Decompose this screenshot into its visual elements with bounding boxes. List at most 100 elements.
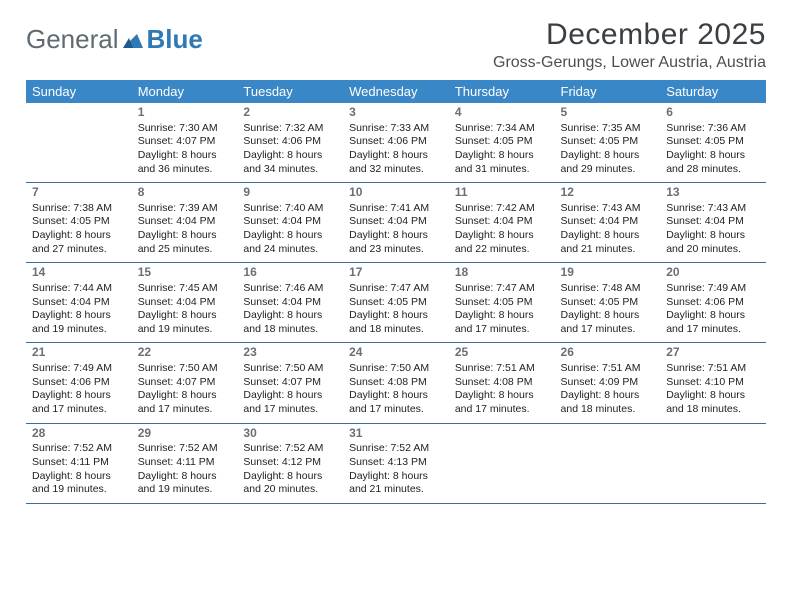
day-number: 23 xyxy=(243,345,337,361)
weekday-header-row: SundayMondayTuesdayWednesdayThursdayFrid… xyxy=(26,80,766,103)
day-cell: 26Sunrise: 7:51 AMSunset: 4:09 PMDayligh… xyxy=(555,343,661,423)
sunset-text: Sunset: 4:11 PM xyxy=(32,456,126,470)
day-number: 18 xyxy=(455,265,549,281)
sunrise-text: Sunrise: 7:33 AM xyxy=(349,122,443,136)
day-number: 25 xyxy=(455,345,549,361)
sunset-text: Sunset: 4:12 PM xyxy=(243,456,337,470)
header: General Blue December 2025 Gross-Gerungs… xyxy=(26,18,766,72)
sunset-text: Sunset: 4:08 PM xyxy=(455,376,549,390)
daylight-text: Daylight: 8 hours and 17 minutes. xyxy=(32,389,126,416)
sunset-text: Sunset: 4:06 PM xyxy=(666,296,760,310)
sunrise-text: Sunrise: 7:43 AM xyxy=(666,202,760,216)
day-cell: 16Sunrise: 7:46 AMSunset: 4:04 PMDayligh… xyxy=(237,263,343,343)
sunrise-text: Sunrise: 7:43 AM xyxy=(561,202,655,216)
day-cell: 4Sunrise: 7:34 AMSunset: 4:05 PMDaylight… xyxy=(449,103,555,183)
day-number: 19 xyxy=(561,265,655,281)
sunrise-text: Sunrise: 7:52 AM xyxy=(138,442,232,456)
daylight-text: Daylight: 8 hours and 19 minutes. xyxy=(32,470,126,497)
sunrise-text: Sunrise: 7:50 AM xyxy=(349,362,443,376)
daylight-text: Daylight: 8 hours and 18 minutes. xyxy=(666,389,760,416)
day-cell: 11Sunrise: 7:42 AMSunset: 4:04 PMDayligh… xyxy=(449,183,555,263)
day-cell: 18Sunrise: 7:47 AMSunset: 4:05 PMDayligh… xyxy=(449,263,555,343)
calendar-page: General Blue December 2025 Gross-Gerungs… xyxy=(0,0,792,522)
sunrise-text: Sunrise: 7:49 AM xyxy=(666,282,760,296)
day-cell: 13Sunrise: 7:43 AMSunset: 4:04 PMDayligh… xyxy=(660,183,766,263)
sunrise-text: Sunrise: 7:32 AM xyxy=(243,122,337,136)
day-number: 13 xyxy=(666,185,760,201)
day-cell: 30Sunrise: 7:52 AMSunset: 4:12 PMDayligh… xyxy=(237,423,343,503)
daylight-text: Daylight: 8 hours and 29 minutes. xyxy=(561,149,655,176)
day-number: 4 xyxy=(455,105,549,121)
daylight-text: Daylight: 8 hours and 24 minutes. xyxy=(243,229,337,256)
sunrise-text: Sunrise: 7:51 AM xyxy=(561,362,655,376)
day-number: 5 xyxy=(561,105,655,121)
day-cell: 10Sunrise: 7:41 AMSunset: 4:04 PMDayligh… xyxy=(343,183,449,263)
day-number: 20 xyxy=(666,265,760,281)
day-number: 30 xyxy=(243,426,337,442)
sunrise-text: Sunrise: 7:46 AM xyxy=(243,282,337,296)
daylight-text: Daylight: 8 hours and 25 minutes. xyxy=(138,229,232,256)
day-number: 9 xyxy=(243,185,337,201)
empty-day-cell xyxy=(26,103,132,183)
daylight-text: Daylight: 8 hours and 19 minutes. xyxy=(32,309,126,336)
empty-day-cell xyxy=(660,423,766,503)
sunset-text: Sunset: 4:04 PM xyxy=(32,296,126,310)
sunset-text: Sunset: 4:11 PM xyxy=(138,456,232,470)
day-cell: 8Sunrise: 7:39 AMSunset: 4:04 PMDaylight… xyxy=(132,183,238,263)
daylight-text: Daylight: 8 hours and 17 minutes. xyxy=(349,389,443,416)
sunrise-text: Sunrise: 7:47 AM xyxy=(349,282,443,296)
day-number: 14 xyxy=(32,265,126,281)
week-row: 28Sunrise: 7:52 AMSunset: 4:11 PMDayligh… xyxy=(26,423,766,503)
daylight-text: Daylight: 8 hours and 19 minutes. xyxy=(138,309,232,336)
daylight-text: Daylight: 8 hours and 27 minutes. xyxy=(32,229,126,256)
daylight-text: Daylight: 8 hours and 20 minutes. xyxy=(243,470,337,497)
daylight-text: Daylight: 8 hours and 23 minutes. xyxy=(349,229,443,256)
sunset-text: Sunset: 4:07 PM xyxy=(138,376,232,390)
sunrise-text: Sunrise: 7:38 AM xyxy=(32,202,126,216)
sunrise-text: Sunrise: 7:47 AM xyxy=(455,282,549,296)
daylight-text: Daylight: 8 hours and 17 minutes. xyxy=(561,309,655,336)
daylight-text: Daylight: 8 hours and 18 minutes. xyxy=(561,389,655,416)
sunrise-text: Sunrise: 7:35 AM xyxy=(561,122,655,136)
logo: General Blue xyxy=(26,18,203,55)
sunset-text: Sunset: 4:07 PM xyxy=(138,135,232,149)
empty-day-cell xyxy=(449,423,555,503)
sunset-text: Sunset: 4:05 PM xyxy=(32,215,126,229)
sunset-text: Sunset: 4:09 PM xyxy=(561,376,655,390)
day-cell: 19Sunrise: 7:48 AMSunset: 4:05 PMDayligh… xyxy=(555,263,661,343)
sunset-text: Sunset: 4:04 PM xyxy=(666,215,760,229)
sunset-text: Sunset: 4:13 PM xyxy=(349,456,443,470)
sunset-text: Sunset: 4:10 PM xyxy=(666,376,760,390)
day-cell: 14Sunrise: 7:44 AMSunset: 4:04 PMDayligh… xyxy=(26,263,132,343)
daylight-text: Daylight: 8 hours and 34 minutes. xyxy=(243,149,337,176)
day-number: 7 xyxy=(32,185,126,201)
week-row: 1Sunrise: 7:30 AMSunset: 4:07 PMDaylight… xyxy=(26,103,766,183)
day-cell: 28Sunrise: 7:52 AMSunset: 4:11 PMDayligh… xyxy=(26,423,132,503)
sunset-text: Sunset: 4:04 PM xyxy=(455,215,549,229)
weekday-header: Saturday xyxy=(660,80,766,103)
daylight-text: Daylight: 8 hours and 20 minutes. xyxy=(666,229,760,256)
title-block: December 2025 Gross-Gerungs, Lower Austr… xyxy=(493,18,766,72)
weekday-header: Thursday xyxy=(449,80,555,103)
sunset-text: Sunset: 4:04 PM xyxy=(243,215,337,229)
day-number: 10 xyxy=(349,185,443,201)
day-cell: 22Sunrise: 7:50 AMSunset: 4:07 PMDayligh… xyxy=(132,343,238,423)
day-number: 31 xyxy=(349,426,443,442)
sunrise-text: Sunrise: 7:50 AM xyxy=(138,362,232,376)
sunrise-text: Sunrise: 7:34 AM xyxy=(455,122,549,136)
sunset-text: Sunset: 4:04 PM xyxy=(243,296,337,310)
sunset-text: Sunset: 4:06 PM xyxy=(32,376,126,390)
daylight-text: Daylight: 8 hours and 18 minutes. xyxy=(349,309,443,336)
day-number: 24 xyxy=(349,345,443,361)
calendar-body: 1Sunrise: 7:30 AMSunset: 4:07 PMDaylight… xyxy=(26,103,766,503)
sunset-text: Sunset: 4:05 PM xyxy=(349,296,443,310)
daylight-text: Daylight: 8 hours and 18 minutes. xyxy=(243,309,337,336)
sunset-text: Sunset: 4:07 PM xyxy=(243,376,337,390)
sunset-text: Sunset: 4:04 PM xyxy=(349,215,443,229)
day-number: 3 xyxy=(349,105,443,121)
sunset-text: Sunset: 4:04 PM xyxy=(138,296,232,310)
sunset-text: Sunset: 4:05 PM xyxy=(666,135,760,149)
day-cell: 5Sunrise: 7:35 AMSunset: 4:05 PMDaylight… xyxy=(555,103,661,183)
daylight-text: Daylight: 8 hours and 17 minutes. xyxy=(243,389,337,416)
daylight-text: Daylight: 8 hours and 28 minutes. xyxy=(666,149,760,176)
